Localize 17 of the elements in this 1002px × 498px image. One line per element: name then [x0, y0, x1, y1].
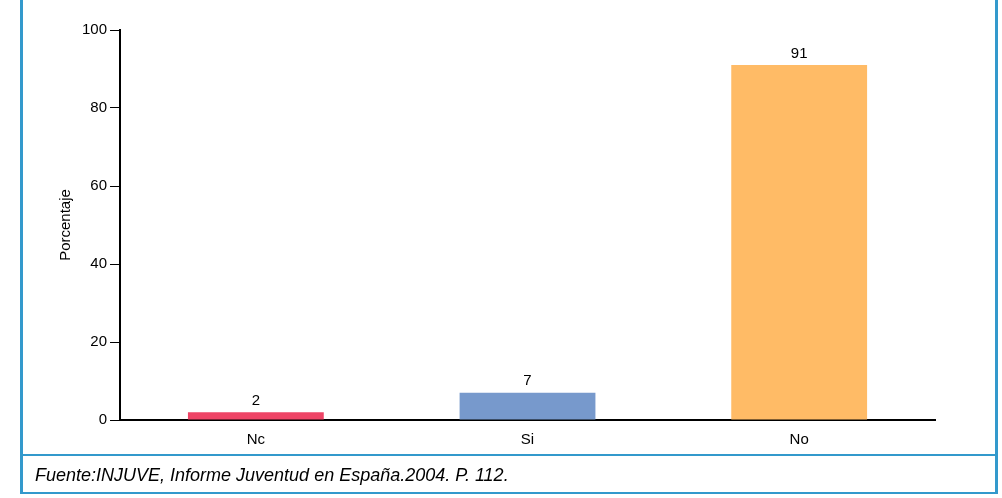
x-tick-label: No: [789, 430, 809, 448]
y-tick-label: 40: [90, 254, 108, 272]
y-tick-label: 60: [90, 176, 108, 194]
y-tick-label: 80: [90, 98, 108, 116]
data-label: 2: [251, 390, 261, 408]
y-tick-label: 100: [82, 20, 108, 38]
y-tick-label: 0: [98, 410, 108, 428]
data-label: 91: [790, 43, 808, 61]
y-tick-label: 20: [90, 332, 108, 350]
data-label: 7: [523, 371, 532, 389]
bar: [187, 412, 324, 420]
x-tick-label: Nc: [246, 430, 266, 448]
bar: [731, 65, 868, 420]
y-axis-title: Porcentaje: [56, 189, 74, 261]
source-note: Fuente:INJUVE, Informe Juventud en España.2004. P. 112.: [23, 454, 995, 486]
x-tick-label: Si: [520, 430, 535, 448]
bar: [459, 392, 596, 420]
